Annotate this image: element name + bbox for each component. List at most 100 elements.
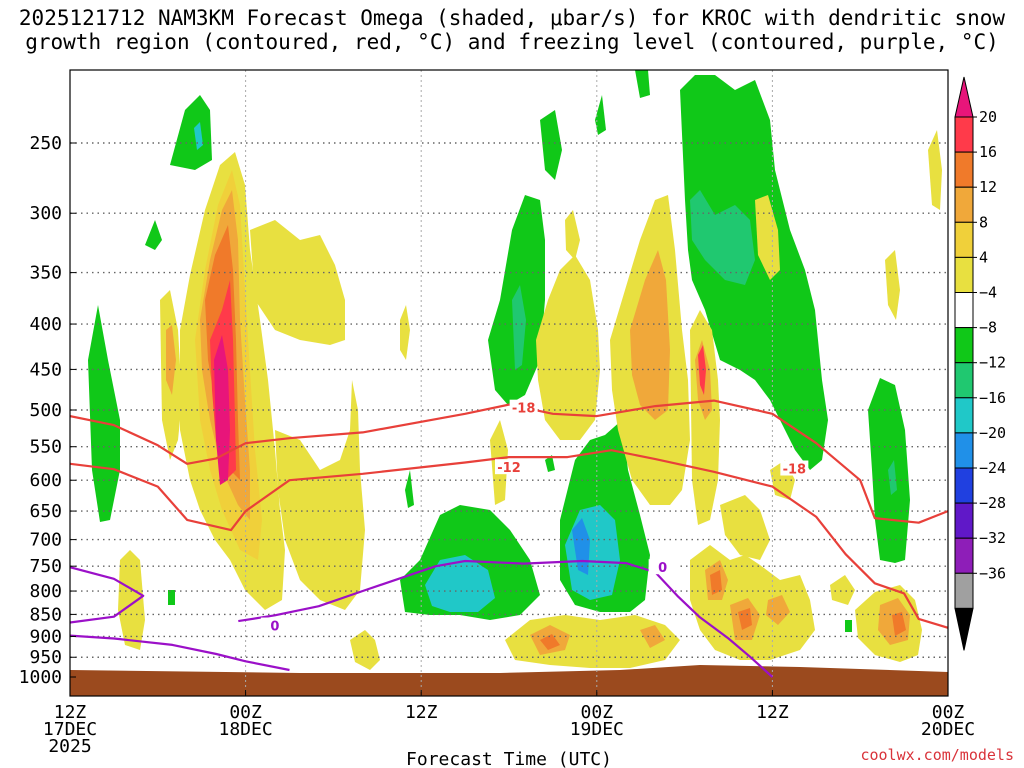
contour-label-bg [780,460,809,476]
colorbar-label: −32 [979,529,1006,547]
contour-line-dendritic [70,449,948,629]
y-tick-label: 500 [29,400,62,421]
colorbar-label: 8 [979,213,988,231]
colorbar-label: 4 [979,248,988,266]
y-tick-label: 750 [29,556,62,577]
y-tick-label: 1000 [19,667,62,688]
omega-region [540,110,562,180]
omega-region [680,75,828,470]
omega-region [214,335,230,485]
x-tick-label: 2025 [48,736,91,757]
y-tick-label: 800 [29,581,62,602]
x-tick-label: 19DEC [570,719,624,740]
y-tick-label: 700 [29,530,62,551]
colorbar-label: −20 [979,424,1006,442]
x-tick-label: 18DEC [219,719,273,740]
omega-region [698,345,706,395]
colorbar-label: 12 [979,178,997,196]
omega-region [170,95,212,170]
x-axis-label: Forecast Time (UTC) [406,749,612,768]
credit-text: coolwx.com/models [860,746,1014,764]
contour-label: -18 [512,402,536,417]
contour-line-freezing [70,634,290,672]
colorbar-swatch [954,397,974,434]
contour-line-freezing [238,559,774,678]
contour-label-bg [648,559,677,575]
contour-label-bg [260,617,289,633]
omega-region [640,625,665,648]
y-tick-label: 400 [29,314,62,335]
contour-label: 0 [270,620,279,635]
omega-region [635,70,650,98]
colorbar-top-arrow [954,76,974,118]
colorbar-swatch [954,362,974,399]
omega-region [425,555,495,612]
x-tick-label: 12Z [405,702,438,723]
omega-region [275,380,365,610]
y-tick-label: 850 [29,604,62,625]
colorbar-label: −8 [979,319,997,337]
y-tick-label: 600 [29,470,62,491]
omega-region [885,250,900,320]
omega-region [928,130,942,210]
colorbar-swatch [954,186,974,223]
x-tick-label: 00Z [581,702,614,723]
colorbar-swatch [954,502,974,539]
omega-region [168,590,175,605]
colorbar-label: −24 [979,459,1006,477]
contour-label: -12 [497,461,521,476]
axes: 2503003504004505005506006507007508008509… [19,133,975,757]
omega-region [845,620,852,632]
omega-region [400,305,410,360]
contour-label-bg [509,399,538,415]
colorbar-swatch [954,221,974,258]
omega-region [536,255,600,440]
colorbar-label: 16 [979,143,997,161]
grid-lines [70,70,948,696]
colorbar-swatch [954,537,974,574]
omega-region [755,195,780,280]
plot-frame [69,69,949,697]
x-tick-label: 12Z [756,702,789,723]
y-tick-label: 900 [29,626,62,647]
omega-region [892,612,906,636]
colorbar: 20 16 12 8 4 −4 −8 −12 −16 −20 −24 −28 −32 −36 [954,76,1006,651]
x-tick-label: 00Z [229,702,262,723]
colorbar-swatch [954,432,974,469]
colorbar-swatch [954,151,974,188]
omega-region [830,575,855,605]
omega-region [250,220,345,345]
omega-region [545,455,555,472]
omega-region [630,250,670,420]
y-tick-label: 300 [29,203,62,224]
colorbar-swatch [954,327,974,364]
omega-region [565,210,580,260]
omega-region [194,122,203,150]
y-tick-label: 650 [29,501,62,522]
omega-region [512,285,526,370]
colorbar-swatch [954,256,974,293]
colorbar-swatch [954,292,974,329]
omega-region [540,634,560,650]
y-tick-label: 950 [29,647,62,668]
contour-line-freezing [70,566,145,624]
x-tick-label: 12Z [54,702,87,723]
contour-label: -18 [783,462,807,477]
colorbar-label: −16 [979,389,1006,407]
omega-region [766,595,790,625]
colorbar-bottom-arrow [954,607,974,651]
chart-title-line-1: 2025121712 NAM3KM Forecast Omega (shaded… [18,6,1006,30]
y-tick-label: 450 [29,359,62,380]
omega-region [350,630,380,670]
contour-label-bg [495,459,523,475]
omega-region [118,550,145,650]
omega-region [405,470,414,508]
temperature-contours: -18 -18 -12 0 0 [70,399,948,678]
omega-region [690,190,755,285]
chart-title-line-2: growth region (contoured, red, °C) and f… [25,30,999,54]
colorbar-swatch [954,572,974,609]
colorbar-label: −12 [979,354,1006,372]
colorbar-label: −36 [979,564,1006,582]
x-tick-label: 17DEC [43,719,97,740]
